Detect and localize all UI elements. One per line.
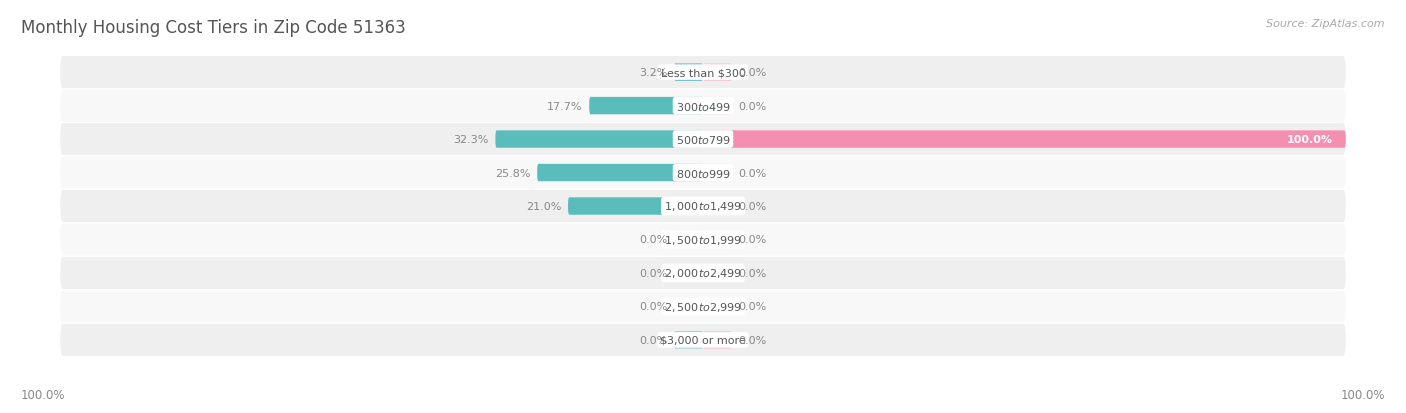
FancyBboxPatch shape	[60, 57, 1346, 89]
Text: $300 to $499: $300 to $499	[675, 100, 731, 112]
Text: 0.0%: 0.0%	[738, 101, 766, 112]
Text: 0.0%: 0.0%	[738, 68, 766, 78]
Text: 0.0%: 0.0%	[738, 301, 766, 312]
Text: 100.0%: 100.0%	[1340, 388, 1385, 401]
FancyBboxPatch shape	[60, 257, 1346, 290]
FancyBboxPatch shape	[60, 291, 1346, 323]
FancyBboxPatch shape	[703, 64, 733, 82]
Text: $800 to $999: $800 to $999	[675, 167, 731, 179]
FancyBboxPatch shape	[589, 97, 703, 115]
Text: 100.0%: 100.0%	[1286, 135, 1333, 145]
FancyBboxPatch shape	[673, 265, 703, 282]
FancyBboxPatch shape	[60, 90, 1346, 122]
FancyBboxPatch shape	[673, 298, 703, 316]
FancyBboxPatch shape	[703, 331, 733, 349]
FancyBboxPatch shape	[673, 331, 703, 349]
Text: 0.0%: 0.0%	[738, 335, 766, 345]
FancyBboxPatch shape	[703, 265, 733, 282]
Text: $2,500 to $2,999: $2,500 to $2,999	[664, 300, 742, 313]
FancyBboxPatch shape	[537, 164, 703, 182]
Text: Monthly Housing Cost Tiers in Zip Code 51363: Monthly Housing Cost Tiers in Zip Code 5…	[21, 19, 406, 36]
FancyBboxPatch shape	[703, 131, 1346, 148]
FancyBboxPatch shape	[60, 190, 1346, 223]
FancyBboxPatch shape	[60, 224, 1346, 256]
Text: 32.3%: 32.3%	[454, 135, 489, 145]
FancyBboxPatch shape	[568, 198, 703, 215]
Text: 0.0%: 0.0%	[640, 301, 668, 312]
FancyBboxPatch shape	[703, 298, 733, 316]
Text: 21.0%: 21.0%	[526, 202, 561, 211]
Text: 0.0%: 0.0%	[738, 202, 766, 211]
FancyBboxPatch shape	[703, 198, 733, 215]
FancyBboxPatch shape	[673, 231, 703, 249]
Text: 0.0%: 0.0%	[738, 168, 766, 178]
Text: 0.0%: 0.0%	[640, 235, 668, 245]
FancyBboxPatch shape	[703, 164, 733, 182]
Text: 100.0%: 100.0%	[21, 388, 66, 401]
FancyBboxPatch shape	[703, 97, 733, 115]
Text: $500 to $799: $500 to $799	[675, 134, 731, 146]
FancyBboxPatch shape	[703, 231, 733, 249]
Text: $1,000 to $1,499: $1,000 to $1,499	[664, 200, 742, 213]
Text: Less than $300: Less than $300	[661, 68, 745, 78]
Text: 3.2%: 3.2%	[640, 68, 668, 78]
Text: 0.0%: 0.0%	[640, 268, 668, 278]
Text: 0.0%: 0.0%	[738, 268, 766, 278]
Text: $3,000 or more: $3,000 or more	[661, 335, 745, 345]
Text: 0.0%: 0.0%	[738, 235, 766, 245]
Text: 0.0%: 0.0%	[640, 335, 668, 345]
Text: 25.8%: 25.8%	[495, 168, 530, 178]
FancyBboxPatch shape	[60, 324, 1346, 356]
FancyBboxPatch shape	[60, 123, 1346, 156]
Text: $2,000 to $2,499: $2,000 to $2,499	[664, 267, 742, 280]
Text: 17.7%: 17.7%	[547, 101, 583, 112]
Text: $1,500 to $1,999: $1,500 to $1,999	[664, 233, 742, 247]
FancyBboxPatch shape	[60, 157, 1346, 189]
FancyBboxPatch shape	[495, 131, 703, 148]
FancyBboxPatch shape	[673, 64, 703, 82]
Text: Source: ZipAtlas.com: Source: ZipAtlas.com	[1267, 19, 1385, 28]
